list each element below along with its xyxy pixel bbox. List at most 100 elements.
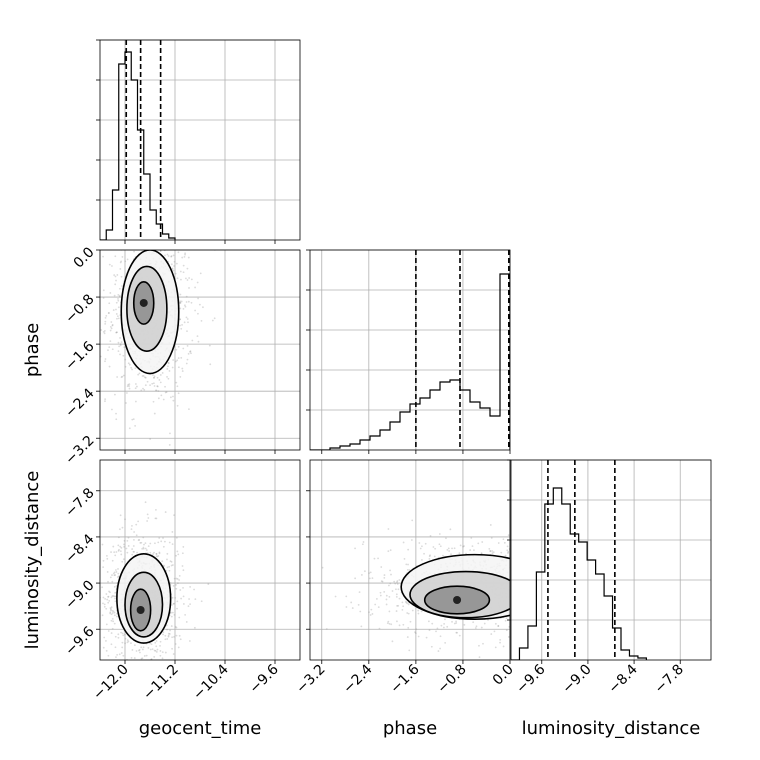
sample-point [116,576,119,578]
sample-point [567,594,569,596]
sample-point [114,275,117,278]
sample-point [102,289,105,292]
sample-point [173,265,175,267]
sample-point [142,547,145,550]
sample-point [527,593,529,595]
sample-point [108,346,111,348]
sample-point [536,548,538,550]
sample-point [140,243,142,245]
sample-point [118,294,121,297]
sample-point [166,552,169,555]
sample-point [112,309,115,311]
sample-point [110,551,112,553]
sample-point [108,241,110,243]
sample-point [190,352,192,355]
sample-point [111,610,114,612]
sample-point [170,615,173,618]
sample-point [197,297,199,300]
sample-point [405,563,408,566]
sample-point [142,242,144,244]
sample-point [130,366,133,369]
sample-point [514,606,516,608]
sample-point [584,561,586,563]
sample-point [107,312,110,315]
sample-point [107,595,110,598]
sample-point [406,612,409,614]
sample-point [505,617,508,620]
sample-point [438,543,441,546]
sample-point [173,514,175,517]
sample-point [447,547,450,550]
sample-point [155,640,158,642]
sample-point [516,576,518,578]
sample-point [182,603,185,605]
sample-point [166,566,169,569]
sample-point [371,577,374,580]
sample-point [104,234,106,236]
sample-point [120,341,123,343]
sample-point [182,271,185,274]
histogram-geocent_time [100,51,176,240]
sample-point [109,607,112,609]
sample-point [138,214,140,216]
sample-point [102,646,105,649]
sample-point [115,279,117,282]
sample-point [127,218,129,220]
sample-point [179,318,182,321]
sample-point [172,602,175,605]
sample-point [90,605,92,607]
sample-point [532,569,534,571]
sample-point [172,395,174,398]
sample-point [534,572,536,574]
sample-point [188,640,191,642]
sample-point [433,555,436,558]
sample-point [104,358,107,360]
sample-point [566,601,568,603]
sample-point [584,557,586,559]
panel-frame-0-0 [99,39,301,241]
sample-point [137,520,140,523]
sample-point [408,649,411,652]
sample-point [478,656,481,659]
sample-point [455,622,458,624]
sample-point [492,551,495,554]
sample-point [135,236,137,238]
sample-point [182,569,185,572]
sample-point [521,581,523,583]
sample-point [164,391,167,394]
panel-frame-2-2 [510,459,712,661]
sample-point [561,557,563,559]
sample-point [132,418,135,421]
sample-point [560,566,562,568]
sample-point [98,282,100,284]
sample-point [124,642,126,645]
sample-point [110,613,113,616]
sample-point [109,612,112,615]
sample-point [165,242,167,244]
sample-point [499,641,501,644]
sample-point [407,603,410,606]
sample-point [455,620,457,623]
sample-point [149,384,151,387]
sample-point [514,577,516,579]
sample-point [507,534,510,537]
sample-point [175,577,178,580]
sample-point [104,597,107,600]
sample-point [180,243,182,245]
sample-point [388,622,391,625]
sample-point [529,607,531,609]
sample-point [497,624,500,627]
sample-point [181,565,184,567]
x-axis-label-phase: phase [383,718,437,739]
sample-point [402,605,405,608]
sample-point [105,554,108,557]
sample-point [369,614,372,616]
sample-point [490,537,493,539]
sample-point [439,545,442,548]
sample-point [361,543,364,546]
sample-point [78,668,80,670]
sample-point [470,537,473,539]
sample-point [513,615,515,617]
sample-point [118,548,120,551]
sample-point [172,359,175,361]
